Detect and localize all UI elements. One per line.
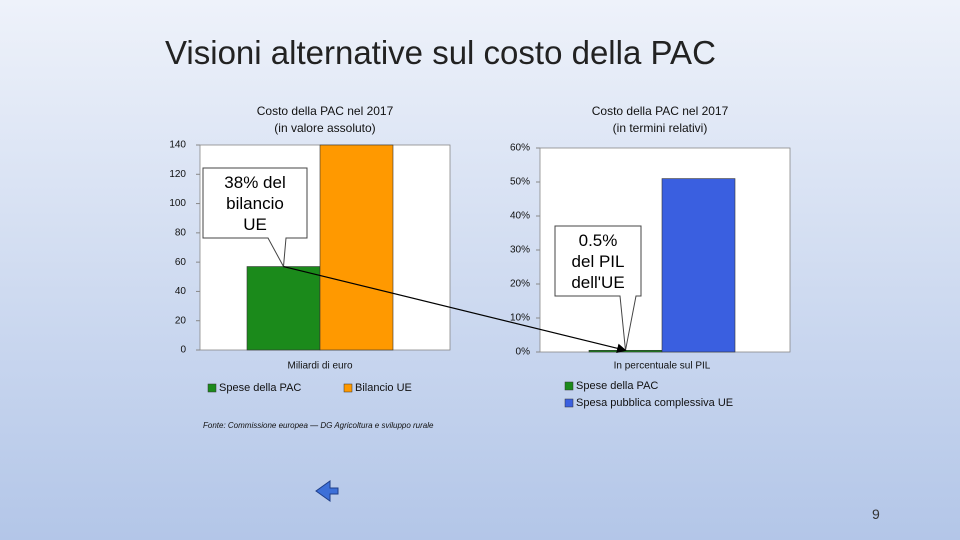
- callout-box: [202, 167, 308, 269]
- legend-swatch: [564, 398, 574, 408]
- bar: [319, 144, 394, 351]
- chart-title: Costo della PAC nel 2017: [257, 104, 394, 118]
- bar: [661, 178, 736, 353]
- legend-label: Spesa pubblica complessiva UE: [576, 397, 733, 409]
- callout-box: [554, 225, 642, 351]
- x-tick-label: Miliardi di euro: [287, 361, 352, 372]
- y-tick-label: 20: [175, 315, 187, 326]
- y-tick-label: 60: [175, 257, 187, 268]
- y-tick-label: 10%: [510, 313, 530, 324]
- source-note: Fonte: Commissione europea — DG Agricolt…: [203, 421, 434, 430]
- page-number: 9: [872, 506, 880, 522]
- chart-title: Costo della PAC nel 2017: [592, 104, 729, 118]
- y-tick-label: 40: [175, 286, 187, 297]
- bar: [246, 266, 321, 351]
- y-tick-label: 0%: [516, 347, 531, 358]
- legend-swatch: [564, 381, 574, 391]
- y-tick-label: 120: [169, 169, 186, 180]
- chart-subtitle: (in valore assoluto): [274, 121, 375, 135]
- legend-swatch: [207, 383, 217, 393]
- y-tick-label: 80: [175, 227, 187, 238]
- y-tick-label: 100: [169, 198, 186, 209]
- callout-text: 38% del bilancio UE: [224, 173, 286, 234]
- y-tick-label: 50%: [510, 177, 530, 188]
- y-tick-label: 30%: [510, 245, 530, 256]
- chart-subtitle: (in termini relativi): [613, 121, 708, 135]
- y-tick-label: 140: [169, 140, 186, 151]
- slide-title: Visioni alternative sul costo della PAC: [165, 34, 716, 71]
- x-tick-label: In percentuale sul PIL: [614, 361, 711, 372]
- legend-label: Spese della PAC: [576, 380, 658, 392]
- y-tick-label: 40%: [510, 211, 530, 222]
- legend-label: Bilancio UE: [355, 382, 412, 394]
- connector-arrow: [283, 265, 627, 353]
- y-tick-label: 60%: [510, 143, 530, 154]
- back-arrow-button[interactable]: [315, 480, 339, 502]
- y-tick-label: 0: [180, 345, 186, 356]
- legend-label: Spese della PAC: [219, 382, 301, 394]
- legend-swatch: [343, 383, 353, 393]
- y-tick-label: 20%: [510, 279, 530, 290]
- bar: [588, 349, 663, 353]
- callout-text: 0.5% del PIL dell'UE: [571, 231, 625, 292]
